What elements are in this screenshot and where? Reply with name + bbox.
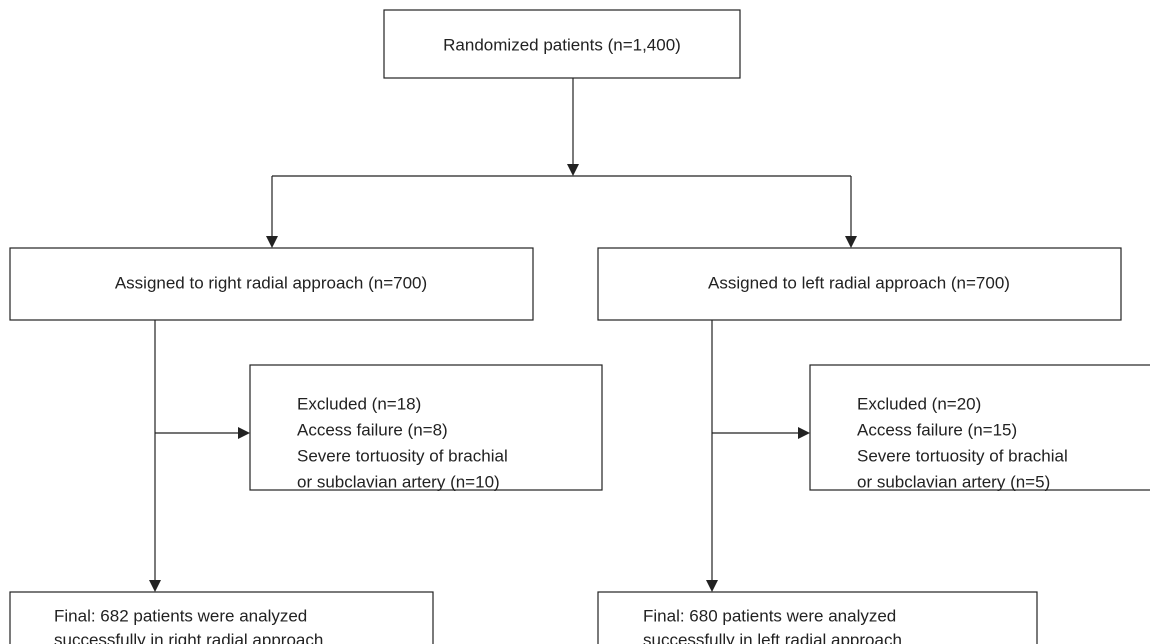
- node-text: Final: 680 patients were analyzed: [643, 606, 896, 625]
- arrowhead: [567, 164, 579, 176]
- node-text: Access failure (n=8): [297, 420, 448, 439]
- node-text: Severe tortuosity of brachial: [857, 446, 1068, 465]
- arrowhead: [238, 427, 250, 439]
- node-text: or subclavian artery (n=10): [297, 472, 500, 491]
- node-text: Randomized patients (n=1,400): [443, 35, 681, 54]
- box: [9, 591, 434, 644]
- node-text: successfully in right radial approach: [54, 630, 323, 644]
- arrowhead: [798, 427, 810, 439]
- box: [809, 364, 1150, 491]
- box: [597, 247, 1122, 321]
- node-text: Final: 682 patients were analyzed: [54, 606, 307, 625]
- box: [597, 591, 1038, 644]
- node-text: or subclavian artery (n=5): [857, 472, 1050, 491]
- node-text: Excluded (n=20): [857, 394, 981, 413]
- node-text: successfully in left radial approach: [643, 630, 902, 644]
- node-text: Assigned to right radial approach (n=700…: [115, 273, 427, 292]
- box: [249, 364, 603, 491]
- arrowhead: [266, 236, 278, 248]
- box: [9, 247, 534, 321]
- arrowhead: [706, 580, 718, 592]
- box: [383, 9, 741, 79]
- node-text: Severe tortuosity of brachial: [297, 446, 508, 465]
- node-text: Assigned to left radial approach (n=700): [708, 273, 1010, 292]
- arrowhead: [149, 580, 161, 592]
- arrowhead: [845, 236, 857, 248]
- node-text: Access failure (n=15): [857, 420, 1017, 439]
- node-text: Excluded (n=18): [297, 394, 421, 413]
